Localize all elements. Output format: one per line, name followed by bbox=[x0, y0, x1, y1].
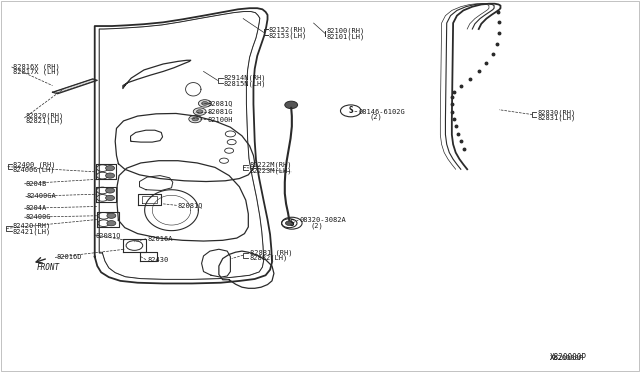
Circle shape bbox=[107, 213, 116, 218]
Text: (2): (2) bbox=[370, 113, 383, 120]
Text: 82152(RH): 82152(RH) bbox=[269, 26, 307, 33]
Text: (2): (2) bbox=[310, 222, 323, 229]
Text: X820000P: X820000P bbox=[550, 355, 584, 361]
Text: 82815N(LH): 82815N(LH) bbox=[224, 80, 266, 87]
Text: 82081Q: 82081Q bbox=[178, 202, 204, 208]
Text: 82420(RH): 82420(RH) bbox=[13, 223, 51, 230]
Circle shape bbox=[189, 115, 202, 123]
Text: 82816X (RH): 82816X (RH) bbox=[13, 64, 60, 70]
Text: 82400G: 82400G bbox=[26, 214, 51, 220]
Text: 82831(LH): 82831(LH) bbox=[538, 114, 576, 121]
Text: 82821(LH): 82821(LH) bbox=[26, 117, 64, 124]
Circle shape bbox=[192, 117, 198, 121]
Text: 82222M(RH): 82222M(RH) bbox=[250, 162, 292, 169]
Text: 82820(RH): 82820(RH) bbox=[26, 112, 64, 119]
Text: 8204B: 8204B bbox=[26, 181, 47, 187]
Text: 82882(LH): 82882(LH) bbox=[250, 255, 288, 262]
Text: 82400GA: 82400GA bbox=[27, 193, 56, 199]
Text: 82400 (RH): 82400 (RH) bbox=[13, 161, 55, 168]
Text: 82914N(RH): 82914N(RH) bbox=[224, 75, 266, 81]
Text: 82081G: 82081G bbox=[208, 109, 234, 115]
Text: 82016D: 82016D bbox=[56, 254, 82, 260]
Text: 82081Q: 82081Q bbox=[96, 232, 122, 238]
Text: 08146-6102G: 08146-6102G bbox=[358, 109, 405, 115]
Circle shape bbox=[285, 101, 298, 109]
Text: 82153(LH): 82153(LH) bbox=[269, 32, 307, 39]
Text: 8204A: 8204A bbox=[26, 205, 47, 211]
Polygon shape bbox=[52, 79, 97, 94]
Circle shape bbox=[106, 188, 115, 193]
Text: 82400G(LH): 82400G(LH) bbox=[13, 166, 55, 173]
Text: 82100(RH): 82100(RH) bbox=[326, 28, 365, 35]
Text: 82223M(LH): 82223M(LH) bbox=[250, 167, 292, 174]
Text: X820000P: X820000P bbox=[550, 353, 588, 362]
Text: 08320-3082A: 08320-3082A bbox=[300, 217, 346, 223]
Text: S: S bbox=[289, 219, 294, 228]
Text: 82881 (RH): 82881 (RH) bbox=[250, 250, 292, 256]
Text: 82817X (LH): 82817X (LH) bbox=[13, 69, 60, 76]
Text: 82830(RH): 82830(RH) bbox=[538, 109, 576, 116]
Circle shape bbox=[285, 221, 293, 225]
Text: 82101(LH): 82101(LH) bbox=[326, 33, 365, 40]
Text: S: S bbox=[348, 106, 353, 115]
Circle shape bbox=[198, 100, 211, 107]
Circle shape bbox=[202, 102, 208, 105]
Text: 82430: 82430 bbox=[147, 257, 168, 263]
Text: 82421(LH): 82421(LH) bbox=[13, 228, 51, 235]
Circle shape bbox=[107, 221, 116, 226]
Circle shape bbox=[193, 108, 206, 115]
Circle shape bbox=[196, 110, 203, 113]
Text: 82100H: 82100H bbox=[208, 117, 234, 123]
Text: FRONT: FRONT bbox=[37, 263, 60, 272]
Text: 82081Q: 82081Q bbox=[208, 100, 234, 106]
Circle shape bbox=[106, 173, 115, 178]
Text: 82016A: 82016A bbox=[147, 236, 173, 242]
Circle shape bbox=[106, 166, 115, 171]
Circle shape bbox=[106, 195, 115, 201]
